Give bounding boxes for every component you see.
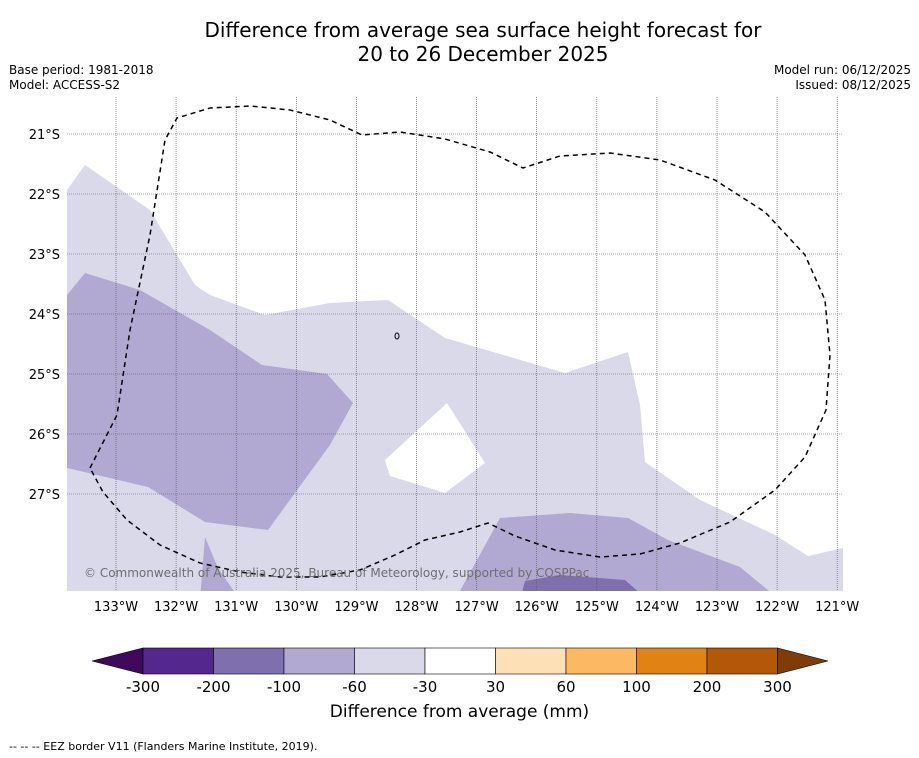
colorbar-segment <box>495 647 567 675</box>
latitude-label: 27°S <box>29 488 60 503</box>
anomaly-field <box>67 165 843 591</box>
issued-date: Issued: 08/12/2025 <box>795 78 911 92</box>
latitude-labels: 21°S 22°S 23°S 24°S 25°S 26°S 27°S <box>29 128 60 503</box>
colorbar-segment <box>565 647 637 675</box>
longitude-label: 130°W <box>274 600 318 615</box>
anomaly-zone-dark <box>522 575 638 591</box>
longitude-label: 133°W <box>94 600 138 615</box>
longitude-label: 131°W <box>214 600 258 615</box>
colorbar-segment <box>213 647 285 675</box>
anomaly-zone-mid-south <box>459 513 770 591</box>
title-line-1: Difference from average sea surface heig… <box>204 18 762 42</box>
latitude-label: 25°S <box>29 368 60 383</box>
colorbar-segment <box>706 647 778 675</box>
latitude-label: 24°S <box>29 308 60 323</box>
colorbar-tick-label: -100 <box>267 678 301 696</box>
longitude-label: 127°W <box>455 600 499 615</box>
model-run: Model run: 06/12/2025 <box>773 63 911 77</box>
anomaly-zone-mid-sw <box>200 537 234 591</box>
island-marker <box>394 332 400 340</box>
copyright-notice: © Commonwealth of Australia 2025, Bureau… <box>84 566 589 580</box>
longitude-label: 126°W <box>515 600 559 615</box>
colorbar-segment <box>424 647 496 675</box>
latitude-label: 22°S <box>29 188 60 203</box>
colorbar-tick-label: -60 <box>342 678 367 696</box>
colorbar-tick-label: 100 <box>622 678 651 696</box>
colorbar-tick-label: 60 <box>556 678 575 696</box>
base-period: Base period: 1981-2018 <box>9 63 154 77</box>
colorbar: -300 -200 -100 -60 -30 30 60 100 200 300 <box>91 647 829 696</box>
eez-footnote: -- -- -- EEZ border V11 (Flanders Marine… <box>9 740 318 753</box>
eez-border <box>89 105 831 578</box>
anomaly-zone-neutral <box>385 403 485 493</box>
meta-left: Base period: 1981-2018 Model: ACCESS-S2 <box>9 63 154 93</box>
model-name: Model: ACCESS-S2 <box>9 78 121 92</box>
title-line-2: 20 to 26 December 2025 <box>357 42 609 66</box>
graticule <box>67 97 843 591</box>
colorbar-segment <box>142 647 214 675</box>
latitude-label: 26°S <box>29 428 60 443</box>
longitude-label: 132°W <box>154 600 198 615</box>
longitude-label: 121°W <box>815 600 859 615</box>
colorbar-tick-label: 200 <box>693 678 722 696</box>
colorbar-tick-label: 30 <box>486 678 505 696</box>
chart-title: Difference from average sea surface heig… <box>0 18 919 66</box>
longitude-label: 128°W <box>394 600 438 615</box>
longitude-labels: 133°W 132°W 131°W 130°W 129°W 128°W 127°W 126°W… <box>94 600 860 615</box>
colorbar-segment <box>636 647 708 675</box>
longitude-label: 124°W <box>635 600 679 615</box>
longitude-label: 123°W <box>695 600 739 615</box>
colorbar-tick-label: 300 <box>763 678 792 696</box>
colorbar-tick-label: -300 <box>126 678 160 696</box>
anomaly-zone-mid-west <box>67 273 353 530</box>
colorbar-extend-low <box>91 647 144 675</box>
longitude-label: 122°W <box>755 600 799 615</box>
colorbar-extend-high <box>777 647 829 675</box>
map-figure: © Commonwealth of Australia 2025, Bureau… <box>29 97 860 696</box>
colorbar-tick-label: -30 <box>413 678 438 696</box>
colorbar-segment <box>283 647 355 675</box>
colorbar-tick-label: -200 <box>196 678 230 696</box>
longitude-label: 125°W <box>575 600 619 615</box>
meta-right: Model run: 06/12/2025 Issued: 08/12/2025 <box>774 63 911 93</box>
longitude-label: 129°W <box>334 600 378 615</box>
latitude-label: 23°S <box>29 248 60 263</box>
colorbar-title: Difference from average (mm) <box>329 702 590 722</box>
latitude-label: 21°S <box>29 128 60 143</box>
colorbar-segment <box>354 647 426 675</box>
